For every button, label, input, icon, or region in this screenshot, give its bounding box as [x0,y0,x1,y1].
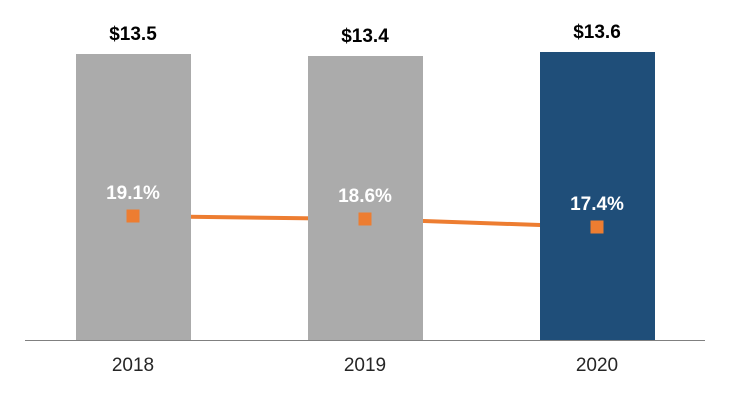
x-axis-label-2020: 2020 [575,355,619,376]
line-point-label-2020: 17.4% [570,194,624,215]
line-marker-2019 [358,212,372,226]
bar-value-label-2019: $13.4 [341,26,389,47]
line-point-label-2019: 18.6% [338,186,392,207]
x-axis-label-2018: 2018 [111,355,155,376]
line-marker-2018 [126,209,140,223]
x-axis-label-2019: 2019 [343,355,387,376]
bar-2019 [307,56,423,340]
x-axis-line [25,340,705,341]
line-marker-2020 [590,220,604,234]
bar-2020 [539,52,655,340]
bar-2018 [75,54,191,340]
line-point-label-2018: 19.1% [106,183,160,204]
bar-value-label-2018: $13.5 [109,24,157,45]
bar-value-label-2020: $13.6 [573,22,621,43]
